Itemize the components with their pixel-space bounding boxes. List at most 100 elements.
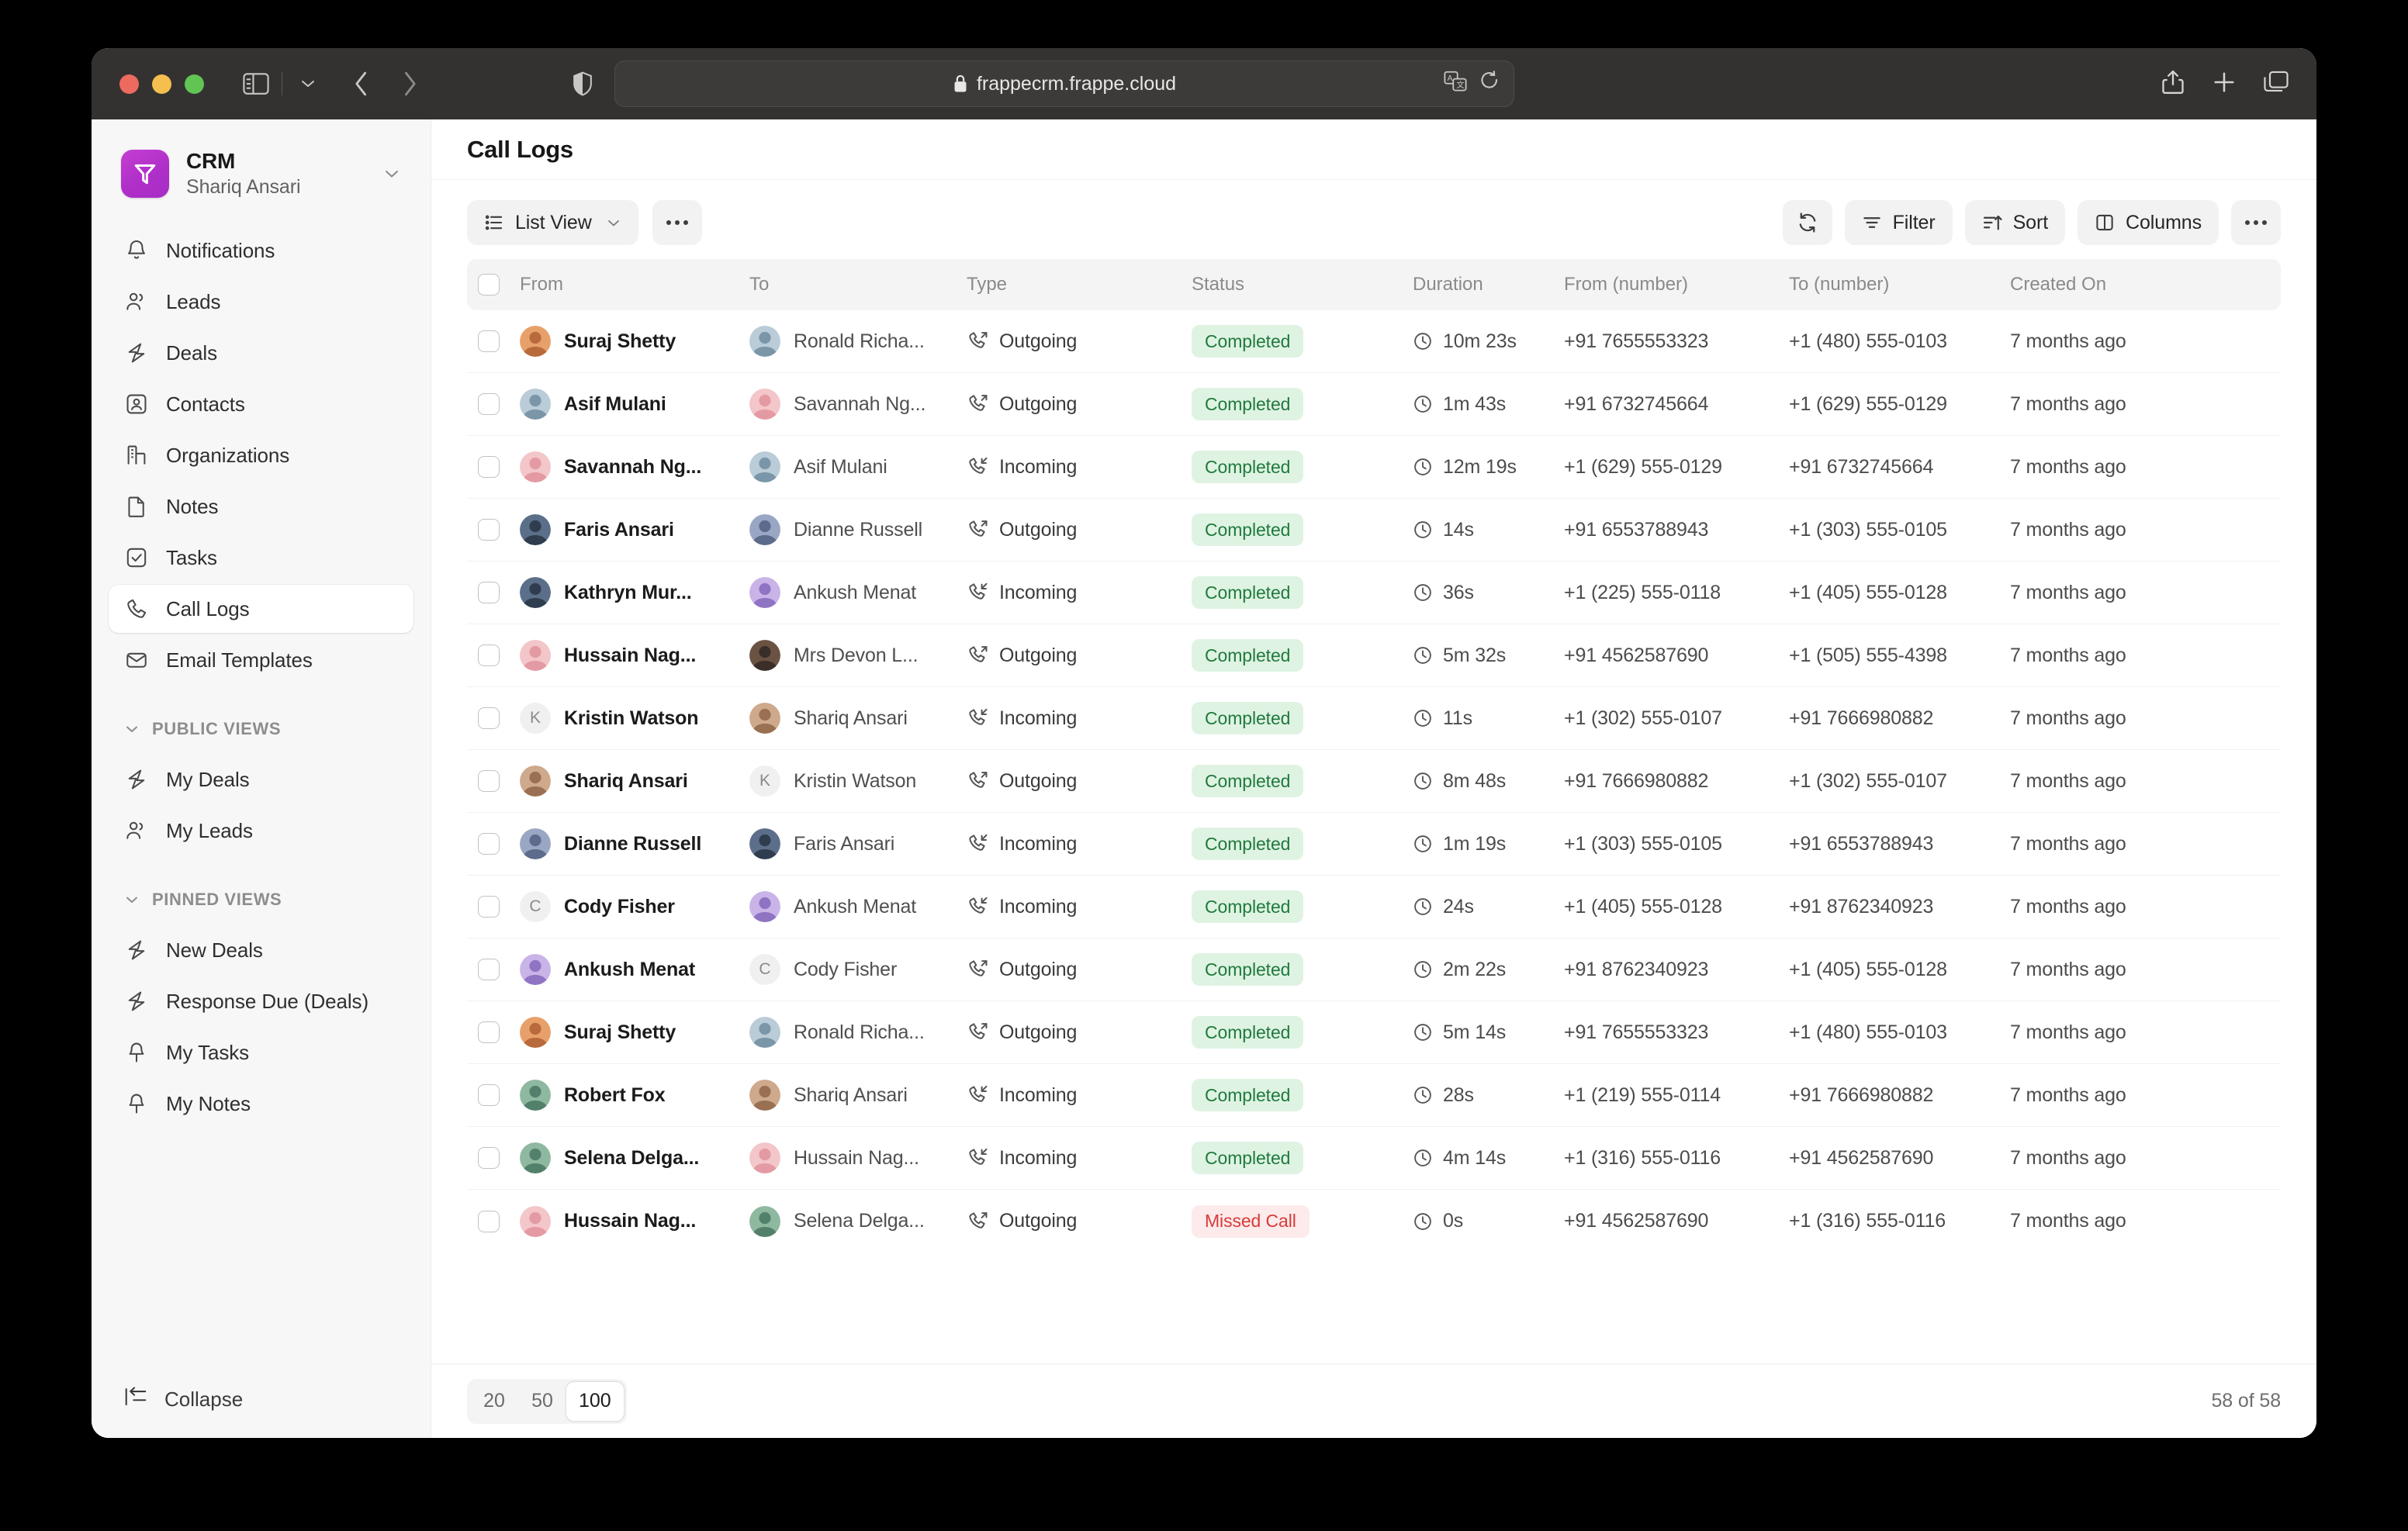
table-row[interactable]: Dianne Russell Faris Ansari Incoming Comple… bbox=[467, 813, 2281, 876]
view-options-button[interactable] bbox=[652, 200, 702, 245]
cell-from: Dianne Russell bbox=[520, 828, 749, 859]
table-row[interactable]: Suraj Shetty Ronald Richa... Outgoing Compl… bbox=[467, 310, 2281, 373]
column-header-duration[interactable]: Duration bbox=[1413, 274, 1483, 295]
table-row[interactable]: Savannah Ng... Asif Mulani Incoming Complet… bbox=[467, 436, 2281, 499]
avatar bbox=[520, 1017, 551, 1048]
table-row[interactable]: Faris Ansari Dianne Russell Outgoing Comple… bbox=[467, 499, 2281, 562]
row-checkbox[interactable] bbox=[478, 833, 520, 855]
row-checkbox[interactable] bbox=[478, 1210, 520, 1232]
sidebar-item-notes[interactable]: Notes bbox=[109, 482, 413, 530]
table-row[interactable]: Hussain Nag... Selena Delga... Outgoing Mis… bbox=[467, 1190, 2281, 1253]
duration-value: 14s bbox=[1443, 518, 1474, 541]
forward-button[interactable] bbox=[394, 68, 425, 99]
table-row[interactable]: Hussain Nag... Mrs Devon L... Outgoing Comp… bbox=[467, 624, 2281, 687]
select-all-checkbox[interactable] bbox=[478, 274, 520, 295]
column-header-from[interactable]: From bbox=[520, 274, 563, 295]
sidebar-toggle-icon[interactable] bbox=[238, 66, 274, 102]
privacy-shield-icon[interactable] bbox=[573, 71, 593, 96]
view-selector-button[interactable]: List View bbox=[467, 200, 638, 245]
cell-to: Shariq Ansari bbox=[749, 1080, 967, 1111]
sidebar-item-email-templates[interactable]: Email Templates bbox=[109, 636, 413, 684]
sidebar-item-notifications[interactable]: Notifications bbox=[109, 226, 413, 275]
page-size-100[interactable]: 100 bbox=[566, 1381, 624, 1421]
chevron-down-icon[interactable] bbox=[382, 168, 401, 180]
section-public-views[interactable]: PUBLIC VIEWS bbox=[109, 710, 413, 748]
table-row[interactable]: C Cody Fisher Ankush Menat Incoming Complete… bbox=[467, 876, 2281, 938]
table-row[interactable]: K Kristin Watson Shariq Ansari Incoming Comp… bbox=[467, 687, 2281, 750]
sidebar-item-call-logs[interactable]: Call Logs bbox=[109, 585, 413, 633]
row-checkbox[interactable] bbox=[478, 330, 520, 352]
sidebar-item-my-tasks[interactable]: My Tasks bbox=[109, 1028, 413, 1077]
status-badge: Completed bbox=[1192, 1079, 1304, 1111]
table-row[interactable]: Asif Mulani Savannah Ng... Outgoing Complet… bbox=[467, 373, 2281, 436]
column-header-to-number[interactable]: To (number) bbox=[1789, 274, 1890, 295]
plus-icon[interactable] bbox=[2213, 71, 2236, 98]
row-checkbox[interactable] bbox=[478, 456, 520, 478]
address-bar[interactable]: frappecrm.frappe.cloud A 文 bbox=[614, 60, 1514, 107]
outgoing-call-icon bbox=[967, 1211, 988, 1232]
column-header-type[interactable]: Type bbox=[967, 274, 1008, 295]
column-header-to[interactable]: To bbox=[749, 274, 770, 295]
row-checkbox[interactable] bbox=[478, 959, 520, 980]
sidebar-item-my-notes[interactable]: My Notes bbox=[109, 1080, 413, 1128]
row-checkbox[interactable] bbox=[478, 707, 520, 729]
workspace-switcher[interactable]: CRM Shariq Ansari bbox=[112, 141, 410, 206]
duration-value: 1m 43s bbox=[1443, 392, 1507, 415]
table-row[interactable]: Ankush Menat C Cody Fisher Outgoing Complete… bbox=[467, 938, 2281, 1001]
duration-value: 36s bbox=[1443, 581, 1474, 603]
sidebar-item-contacts[interactable]: Contacts bbox=[109, 380, 413, 428]
row-checkbox[interactable] bbox=[478, 393, 520, 415]
sidebar-item-organizations[interactable]: Organizations bbox=[109, 431, 413, 479]
sidebar-item-leads[interactable]: Leads bbox=[109, 278, 413, 326]
minimize-window-button[interactable] bbox=[152, 74, 171, 94]
avatar bbox=[749, 828, 780, 859]
row-checkbox[interactable] bbox=[478, 770, 520, 792]
collapse-icon bbox=[124, 1386, 147, 1412]
sidebar-item-my-deals[interactable]: My Deals bbox=[109, 755, 413, 804]
table-row[interactable]: Selena Delga... Hussain Nag... Incoming Com… bbox=[467, 1127, 2281, 1190]
cell-from: Asif Mulani bbox=[520, 389, 749, 420]
filter-button[interactable]: Filter bbox=[1844, 200, 1953, 245]
table-row[interactable]: Shariq Ansari K Kristin Watson Outgoing Comp… bbox=[467, 750, 2281, 813]
table-row[interactable]: Suraj Shetty Ronald Richa... Outgoing Compl… bbox=[467, 1001, 2281, 1064]
row-checkbox[interactable] bbox=[478, 1084, 520, 1106]
row-checkbox[interactable] bbox=[478, 1147, 520, 1169]
page-size-50[interactable]: 50 bbox=[518, 1382, 566, 1421]
sidebar-item-deals[interactable]: Deals bbox=[109, 329, 413, 377]
share-icon[interactable] bbox=[2161, 70, 2185, 98]
translate-icon[interactable]: A 文 bbox=[1444, 71, 1467, 98]
sidebar-item-new-deals[interactable]: New Deals bbox=[109, 926, 413, 974]
sidebar-item-response-due-deals[interactable]: Response Due (Deals) bbox=[109, 977, 413, 1025]
column-header-created-on[interactable]: Created On bbox=[2010, 274, 2107, 295]
table-row[interactable]: Robert Fox Shariq Ansari Incoming Completed… bbox=[467, 1064, 2281, 1127]
sidebar-item-my-leads[interactable]: My Leads bbox=[109, 807, 413, 855]
page-size-20[interactable]: 20 bbox=[470, 1382, 518, 1421]
from-name: Ankush Menat bbox=[564, 958, 696, 980]
section-pinned-views[interactable]: PINNED VIEWS bbox=[109, 881, 413, 918]
reload-icon[interactable] bbox=[1479, 70, 1500, 98]
back-button[interactable] bbox=[346, 68, 377, 99]
close-window-button[interactable] bbox=[119, 74, 139, 94]
type-label: Outgoing bbox=[999, 769, 1078, 792]
refresh-button[interactable] bbox=[1782, 200, 1832, 245]
row-checkbox[interactable] bbox=[478, 1021, 520, 1043]
to-name: Selena Delga... bbox=[794, 1210, 925, 1232]
chevron-down-icon[interactable] bbox=[290, 66, 326, 102]
row-checkbox[interactable] bbox=[478, 519, 520, 541]
tab-overview-icon[interactable] bbox=[2264, 71, 2289, 98]
sort-button[interactable]: Sort bbox=[1964, 200, 2066, 245]
sidebar-item-tasks[interactable]: Tasks bbox=[109, 534, 413, 582]
sidebar-item-label: My Notes bbox=[166, 1091, 251, 1115]
row-checkbox[interactable] bbox=[478, 645, 520, 666]
more-options-button[interactable] bbox=[2231, 200, 2281, 245]
column-header-from-number[interactable]: From (number) bbox=[1564, 274, 1689, 295]
column-header-status[interactable]: Status bbox=[1192, 274, 1245, 295]
maximize-window-button[interactable] bbox=[185, 74, 204, 94]
row-checkbox[interactable] bbox=[478, 896, 520, 918]
collapse-sidebar-button[interactable]: Collapse bbox=[92, 1374, 431, 1424]
to-name: Kristin Watson bbox=[794, 769, 917, 792]
row-checkbox[interactable] bbox=[478, 582, 520, 603]
to-name: Cody Fisher bbox=[794, 958, 898, 980]
table-row[interactable]: Kathryn Mur... Ankush Menat Incoming Comple… bbox=[467, 562, 2281, 624]
columns-button[interactable]: Columns bbox=[2078, 200, 2219, 245]
